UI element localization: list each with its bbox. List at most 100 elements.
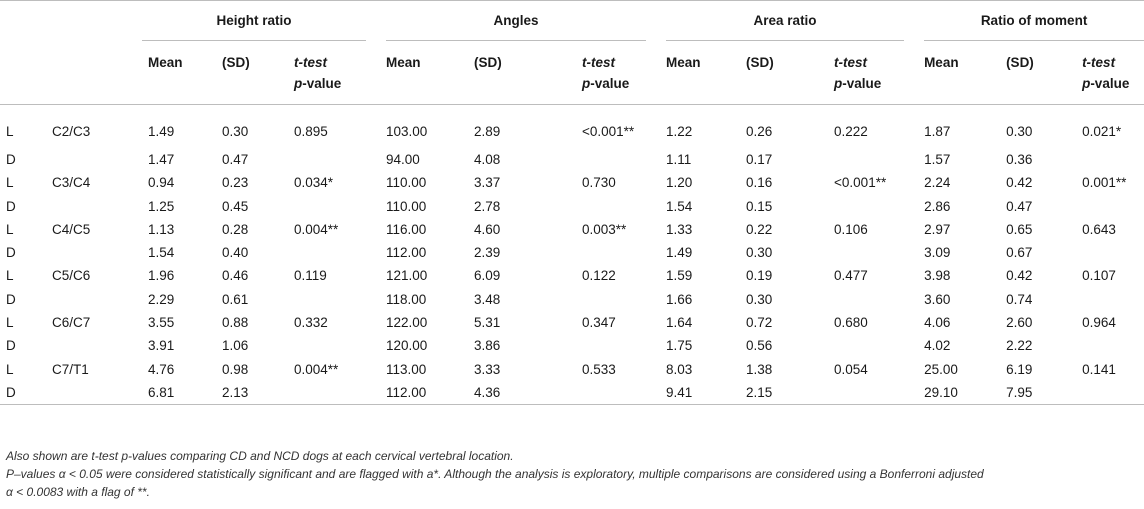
area-pvalue-cell: 0.222 — [834, 123, 868, 139]
angles-mean-cell: 94.00 — [386, 152, 420, 167]
area-mean-cell: 1.54 — [666, 198, 693, 214]
area-mean-cell: 1.11 — [666, 152, 692, 167]
group-cell: D — [0, 380, 52, 406]
group-cell: L — [6, 221, 14, 237]
area-pvalue-cell — [816, 380, 905, 406]
moment-mean-cell: 29.10 — [924, 380, 1007, 406]
moment-pvalue-cell — [1076, 148, 1144, 171]
location-cell — [52, 334, 142, 357]
moment-sd-cell: 0.47 — [1006, 198, 1033, 214]
moment-pvalue-cell — [1076, 195, 1144, 218]
moment-pvalue-cell — [1076, 241, 1144, 264]
table-row: D 6.81 2.13 112.00 4.36 9.41 2.15 29.10 7.95 — [0, 380, 1144, 406]
angles-sd-cell: 3.37 — [474, 175, 501, 191]
height-sd-cell: 0.61 — [222, 291, 249, 307]
moment-mean-cell: 3.98 — [924, 268, 951, 284]
footnote-2-cont: α < 0.0083 with a flag of **. — [6, 485, 150, 499]
group-cell: D — [6, 152, 16, 167]
area-mean-cell: 1.22 — [666, 123, 693, 139]
table-row: L C4/C5 1.13 0.28 0.004** 116.00 4.60 0.003** 1.… — [0, 218, 1144, 241]
angles-sd-cell: 4.60 — [474, 221, 501, 237]
moment-pvalue-cell — [1076, 334, 1144, 357]
area-mean-cell: 1.66 — [666, 291, 693, 307]
height-pvalue-cell — [294, 334, 366, 357]
height-pvalue-cell — [294, 195, 366, 218]
group-cell: L — [6, 315, 14, 331]
area-pvalue-cell: 0.106 — [834, 221, 868, 237]
moment-sd-cell: 0.30 — [1006, 123, 1033, 139]
group-cell: L — [6, 268, 14, 284]
group-height-ratio: Height ratio — [142, 0, 367, 41]
angles-pvalue-cell: 0.533 — [582, 361, 616, 377]
area-sd-cell: 0.26 — [746, 123, 773, 139]
height-pvalue-cell: 0.034* — [294, 175, 334, 191]
moment-sd-cell: 7.95 — [1006, 380, 1077, 406]
header-ttest-p: p — [834, 76, 843, 91]
location-cell: C4/C5 — [52, 221, 91, 237]
area-sd-cell: 2.15 — [746, 380, 817, 406]
angles-sd-cell: 5.31 — [474, 315, 501, 331]
header-sd: (SD) — [746, 55, 774, 70]
angles-sd-cell: 4.08 — [474, 152, 501, 167]
moment-sd-cell: 0.65 — [1006, 221, 1033, 237]
moment-sd-cell: 0.67 — [1006, 245, 1033, 261]
moment-mean-cell: 2.24 — [924, 175, 951, 191]
group-cell: L — [6, 361, 14, 377]
height-mean-cell: 1.54 — [148, 245, 175, 261]
angles-sd-cell: 4.36 — [474, 380, 545, 406]
table-row: L C3/C4 0.94 0.23 0.034* 110.00 3.37 0.730 1.20 0… — [0, 171, 1144, 194]
location-cell — [52, 380, 142, 406]
table-footnotes: Also shown are t-test p-values comparing… — [6, 447, 1142, 501]
height-mean-cell: 1.25 — [148, 198, 175, 214]
header-ttest-p: p — [294, 76, 303, 91]
angles-mean-cell: 122.00 — [386, 315, 428, 331]
moment-sd-cell: 0.36 — [1006, 152, 1033, 167]
angles-pvalue-cell: 0.003** — [582, 221, 627, 237]
moment-sd-cell: 0.42 — [1006, 175, 1033, 191]
moment-pvalue-cell: 0.141 — [1082, 361, 1116, 377]
header-ttest: t-test p-value — [544, 41, 646, 105]
height-pvalue-cell: 0.004** — [294, 361, 339, 377]
location-cell: C5/C6 — [52, 268, 91, 284]
area-mean-cell: 1.75 — [666, 338, 693, 354]
angles-pvalue-cell: 0.730 — [582, 175, 616, 191]
area-mean-cell: 1.33 — [666, 221, 693, 237]
angles-mean-cell: 118.00 — [386, 291, 427, 307]
table-row: L C5/C6 1.96 0.46 0.119 121.00 6.09 0.122 1.59 0.… — [0, 264, 1144, 287]
moment-sd-cell: 0.74 — [1006, 291, 1033, 307]
area-sd-cell: 0.15 — [746, 198, 773, 214]
group-cell: D — [6, 198, 16, 214]
height-pvalue-cell — [294, 148, 366, 171]
angles-mean-cell: 110.00 — [386, 175, 427, 191]
angles-mean-cell: 113.00 — [386, 361, 427, 377]
header-sd: (SD) — [474, 55, 502, 70]
location-cell: C7/T1 — [52, 361, 89, 377]
height-sd-cell: 0.40 — [222, 245, 249, 261]
header-sd: (SD) — [1006, 55, 1034, 70]
table-row: D 1.25 0.45 110.00 2.78 1.54 0.15 2.86 0.47 — [0, 195, 1144, 218]
moment-mean-cell: 25.00 — [924, 361, 958, 377]
header-ttest-value: -value — [590, 76, 630, 91]
moment-mean-cell: 4.06 — [924, 315, 951, 331]
angles-mean-cell: 103.00 — [386, 123, 428, 139]
moment-sd-cell: 0.42 — [1006, 268, 1033, 284]
area-mean-cell: 1.64 — [666, 315, 693, 331]
footnote-2: P–values α < 0.05 were considered statis… — [6, 467, 984, 481]
area-pvalue-cell — [816, 241, 904, 264]
location-cell: C6/C7 — [52, 315, 91, 331]
table-row: L C7/T1 4.76 0.98 0.004** 113.00 3.33 0.533 8.03… — [0, 358, 1144, 381]
moment-pvalue-cell: 0.107 — [1082, 268, 1116, 284]
angles-sd-cell: 2.39 — [474, 245, 501, 261]
area-sd-cell: 0.56 — [746, 338, 773, 354]
angles-pvalue-cell — [544, 334, 646, 357]
angles-pvalue-cell — [544, 241, 646, 264]
area-sd-cell: 0.22 — [746, 221, 773, 237]
angles-pvalue-cell: <0.001** — [582, 123, 635, 139]
angles-mean-cell: 120.00 — [386, 338, 428, 354]
area-mean-cell: 9.41 — [666, 380, 747, 406]
height-mean-cell: 3.55 — [148, 315, 175, 331]
group-cell: D — [6, 245, 16, 261]
data-table: Height ratio Angles Area ratio Ratio of … — [0, 0, 1144, 406]
header-mean: Mean — [666, 55, 701, 70]
area-mean-cell: 1.49 — [666, 245, 693, 261]
